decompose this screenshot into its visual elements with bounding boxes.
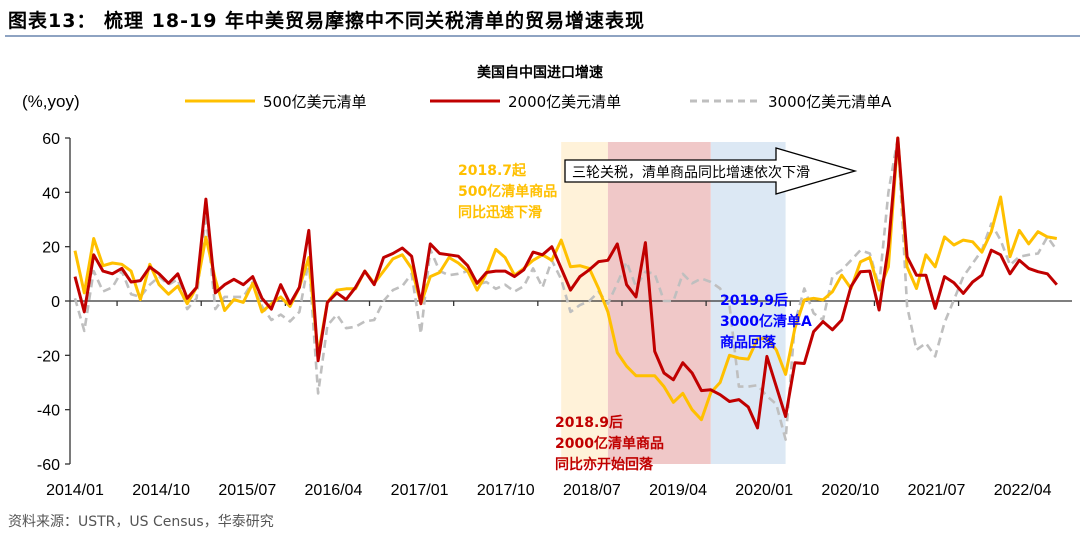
legend-label: 500亿美元清单	[263, 93, 367, 111]
chart-title: 美国自中国进口增速	[477, 64, 603, 81]
series-line-2	[73, 136, 1058, 441]
legend: 500亿美元清单 2000亿美元清单 3000亿美元清单A	[185, 93, 892, 111]
y-tick-label: 60	[42, 131, 60, 148]
figure-title: 图表13： 梳理 18-19 年中美贸易摩擦中不同关税清单的贸易增速表现	[8, 10, 646, 32]
title-divider	[5, 35, 1080, 37]
y-tick-label: -40	[37, 403, 60, 420]
arrow-shape	[564, 147, 858, 195]
annotation-text: 2000亿清单商品	[555, 435, 664, 452]
y-axis-unit: (%,yoy)	[22, 92, 80, 111]
y-tick-label: -60	[37, 457, 60, 474]
series-line-1	[73, 136, 1058, 430]
x-tick-label: 2016/04	[305, 482, 363, 499]
annotation-text: 2018.7起	[458, 162, 527, 179]
annotation-text: 同比亦开始回落	[555, 456, 654, 473]
axes: 60 40 20 0 -20 -40 -60 2014/01 2014/10 2015/07 201…	[37, 131, 1072, 499]
x-tick-label: 2014/10	[132, 482, 190, 499]
legend-label: 3000亿美元清单A	[768, 93, 892, 111]
x-tick-label: 2017/01	[391, 482, 449, 499]
arrow-annotation-text: 三轮关税，清单商品同比增速依次下滑	[572, 164, 810, 181]
y-tick-label: 40	[42, 185, 60, 202]
annotation-text: 3000亿清单A	[720, 313, 812, 330]
x-tick-label: 2017/10	[477, 482, 535, 499]
annotation-text: 商品回落	[720, 334, 777, 351]
annotation-text: 2018.9后	[555, 414, 623, 431]
series-lines	[73, 136, 1058, 441]
x-tick-label: 2018/07	[563, 482, 621, 499]
y-tick-label: 0	[51, 294, 60, 311]
y-tick-label: 20	[42, 240, 60, 257]
line-chart: 三轮关税，清单商品同比增速依次下滑 美国自中国进口增速 (%,yoy) 500亿…	[22, 64, 1072, 499]
source-note: 资料来源：USTR，US Census，华泰研究	[8, 514, 274, 530]
arrow-annotation: 三轮关税，清单商品同比增速依次下滑	[564, 147, 858, 195]
x-tick-label: 2021/07	[908, 482, 966, 499]
x-tick-label: 2022/04	[994, 482, 1052, 499]
shaded-period	[561, 142, 608, 464]
legend-label: 2000亿美元清单	[508, 93, 621, 111]
x-tick-label: 2019/04	[649, 482, 707, 499]
annotation-text: 2019,9后	[720, 292, 788, 309]
x-tick-label: 2020/10	[821, 482, 879, 499]
shaded-period	[607, 142, 711, 464]
x-tick-label: 2020/01	[735, 482, 793, 499]
x-tick-label: 2014/01	[46, 482, 104, 499]
x-tick-label: 2015/07	[218, 482, 276, 499]
annotation-text: 500亿清单商品	[458, 183, 557, 200]
annotation-text: 同比迅速下滑	[458, 204, 542, 221]
y-tick-label: -20	[37, 348, 60, 365]
